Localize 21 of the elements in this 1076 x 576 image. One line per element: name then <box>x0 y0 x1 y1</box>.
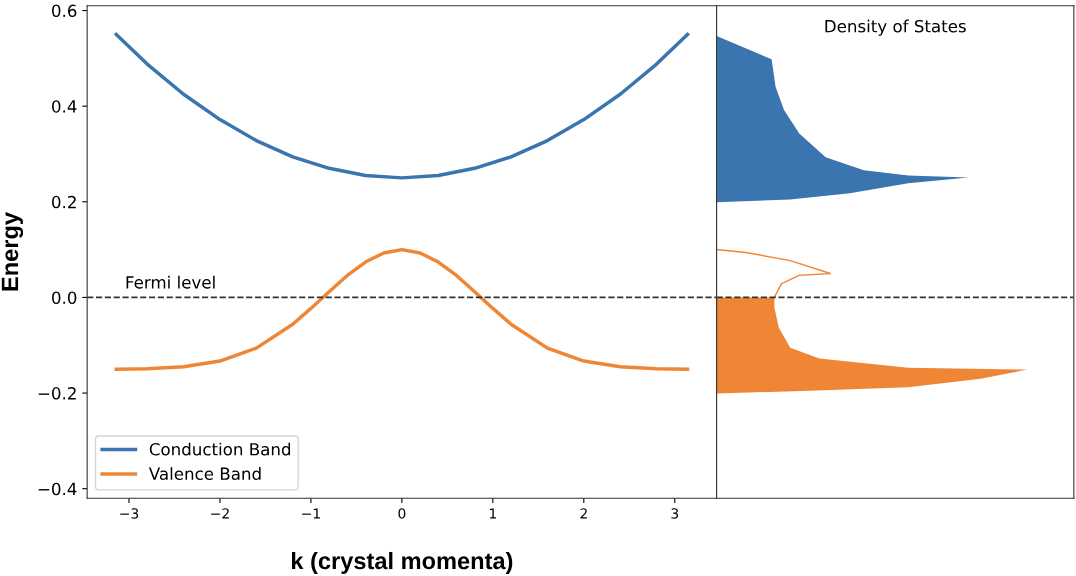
x-tick-label: −3 <box>120 508 139 519</box>
line-series <box>114 32 690 180</box>
y-tick-label: 0.4 <box>52 100 77 113</box>
y-tick-label: −0.4 <box>38 482 77 496</box>
x-axis-title: k (crystal momenta) <box>292 551 513 574</box>
x-tick-label: −2 <box>211 508 229 519</box>
y-tick-label: −0.2 <box>38 387 76 400</box>
x-tick-label: 3 <box>671 508 679 519</box>
legend-label: Valence Band <box>148 467 261 481</box>
line-series <box>114 247 690 371</box>
ref-line-label: Fermi level <box>126 275 215 289</box>
x-tick-label: 2 <box>580 508 587 519</box>
x-tick-label: 1 <box>489 508 496 519</box>
y-tick-label: 0.6 <box>52 4 77 18</box>
x-tick-label: 0 <box>398 508 406 519</box>
y-tick-label: 0.2 <box>52 195 76 209</box>
y-axis-title: Energy <box>1 212 24 291</box>
x-tick-label: −1 <box>302 508 320 519</box>
legend-label: Conduction Band <box>149 442 291 456</box>
text: Density of States <box>825 19 966 36</box>
y-tick-label: 0.0 <box>52 291 77 304</box>
